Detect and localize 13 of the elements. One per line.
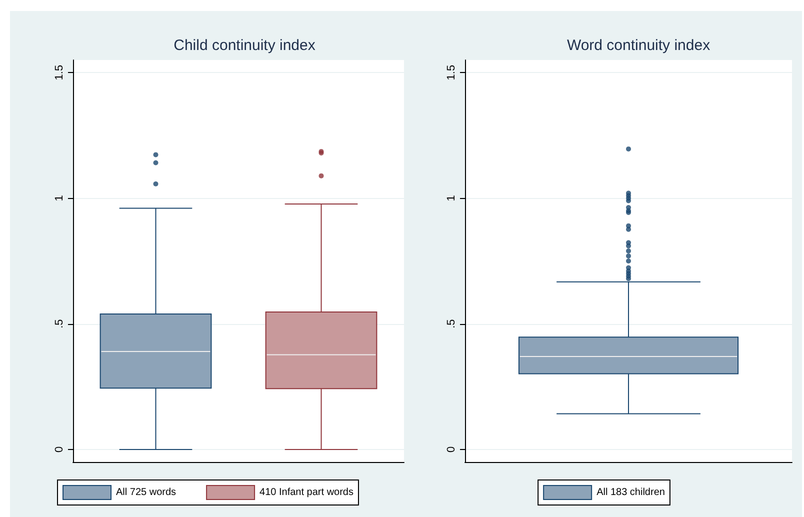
chart-title: Child continuity index <box>174 37 316 54</box>
y-tick-label: 0 <box>54 446 66 452</box>
y-tick-label: 0 <box>446 446 458 452</box>
legend-label: All 725 words <box>116 487 176 498</box>
legend-label: All 183 children <box>596 487 665 498</box>
chart-title: Word continuity index <box>566 37 711 54</box>
y-tick-label: 1 <box>54 195 66 202</box>
y-tick-label: 1.5 <box>446 64 458 80</box>
legend-label: 410 Infant part words <box>260 487 354 498</box>
y-tick-label: 1.5 <box>54 64 66 80</box>
y-tick-label: .5 <box>54 319 66 328</box>
y-tick-label: 1 <box>446 195 458 202</box>
y-tick-label: .5 <box>446 319 458 328</box>
